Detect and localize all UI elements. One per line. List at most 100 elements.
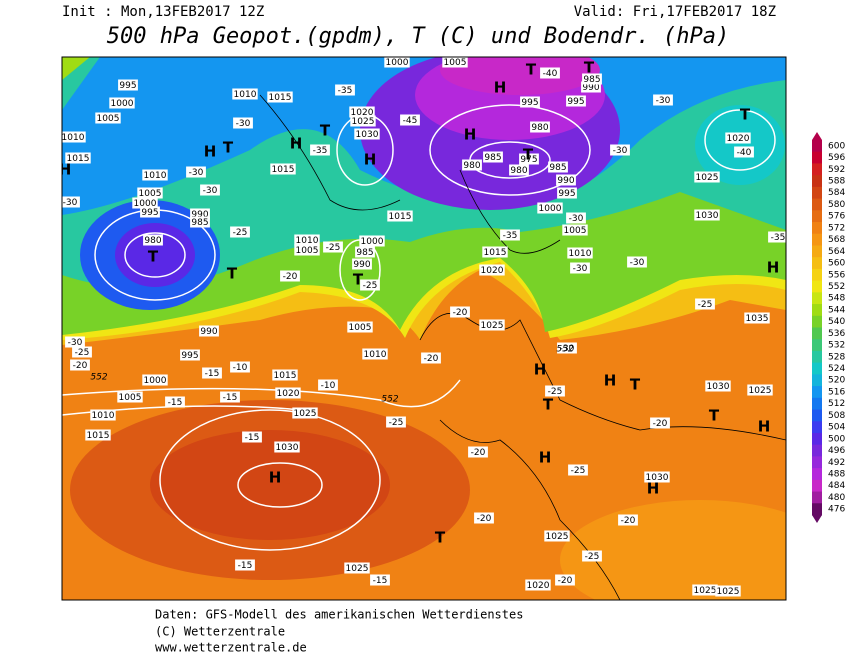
- isoline-label: -20: [621, 516, 636, 526]
- colorbar-swatch: [812, 198, 822, 211]
- pressure-center: H: [364, 151, 377, 169]
- isoline-label: -30: [573, 264, 588, 274]
- isoline-label: -30: [613, 146, 628, 156]
- label-box: [694, 171, 720, 183]
- isoline-label: -20: [471, 448, 486, 458]
- colorbar-swatch: [812, 350, 822, 364]
- pressure-center: T: [227, 265, 238, 283]
- label-box: [294, 234, 320, 246]
- colorbar-label: 580: [828, 200, 845, 210]
- label-box: [65, 336, 85, 348]
- colorbar-swatch: [812, 409, 822, 422]
- colorbar-swatch: [812, 456, 822, 469]
- colorbar-label: 496: [828, 446, 845, 456]
- label-box: [556, 174, 576, 186]
- isoline-label: -25: [389, 418, 404, 428]
- isoline-label: -25: [75, 348, 90, 358]
- label-box: [540, 67, 560, 79]
- label-box: [349, 106, 375, 118]
- isoline-label: 1010: [62, 133, 85, 143]
- isoline-label: -25: [585, 552, 600, 562]
- label-box: [442, 57, 468, 68]
- isoline-label: 1005: [119, 393, 142, 403]
- colorbar-label: 572: [828, 223, 845, 233]
- colorbar-swatch: [812, 222, 822, 235]
- label-box: [190, 208, 210, 220]
- colorbar-swatch: [812, 421, 822, 434]
- footer-source: Daten: GFS-Modell des amerikanischen Wet…: [155, 608, 523, 622]
- label-box: [692, 584, 718, 596]
- label-box: [267, 91, 293, 103]
- label-box: [582, 550, 602, 562]
- pressure-center: H: [269, 469, 282, 487]
- isoline-label: -20: [477, 514, 492, 524]
- label-box: [190, 216, 210, 228]
- pressure-center: T: [630, 376, 641, 394]
- isoline-label: 1015: [269, 93, 292, 103]
- isoline-label: 1025: [749, 386, 772, 396]
- label-box: [509, 164, 529, 176]
- label-box: [387, 210, 413, 222]
- label-box: [734, 146, 754, 158]
- label-box: [70, 359, 90, 371]
- colorbar-label: 548: [828, 294, 845, 304]
- pressure-center: T: [523, 146, 534, 164]
- isoline-label: -15: [238, 561, 253, 571]
- label-box: [117, 391, 143, 403]
- label-box: [65, 152, 91, 164]
- label-box: [347, 321, 373, 333]
- label-box: [500, 229, 520, 241]
- pressure-center: H: [290, 135, 303, 153]
- pressure-center: H: [464, 126, 477, 144]
- isoline-label: 985: [356, 248, 373, 258]
- label-box: [233, 117, 253, 129]
- contour-label: 552: [90, 373, 107, 383]
- isoline-label: 990: [200, 327, 217, 337]
- isoline-label: 980: [463, 161, 480, 171]
- label-box: [232, 88, 258, 100]
- label-box: [715, 585, 741, 597]
- colorbar-swatch: [812, 210, 822, 223]
- colorbar-swatch: [812, 432, 822, 446]
- isoline-label: 980: [510, 166, 527, 176]
- isoline-label: 985: [191, 218, 208, 228]
- label-box: [200, 184, 220, 196]
- isoline-label: -15: [245, 433, 260, 443]
- label-box: [132, 197, 158, 209]
- isoline-label: 995: [567, 97, 584, 107]
- label-box: [274, 441, 300, 453]
- isoline-label: 1025: [696, 173, 719, 183]
- isoline-label: 1020: [527, 581, 550, 591]
- isoline-label: 1000: [361, 237, 384, 247]
- colorbar-label: 584: [828, 188, 845, 198]
- label-box: [350, 115, 376, 127]
- colorbar-swatch: [812, 280, 822, 293]
- colorbar-swatch: [812, 444, 822, 457]
- label-box: [768, 231, 786, 243]
- colorbar-label: 520: [828, 376, 845, 386]
- label-box: [118, 79, 138, 91]
- colorbar-swatch: [812, 151, 822, 164]
- label-box: [202, 367, 222, 379]
- label-box: [557, 187, 577, 199]
- label-box: [694, 209, 720, 221]
- isoline-label: 1025: [294, 409, 317, 419]
- label-box: [537, 202, 563, 214]
- label-box: [272, 369, 298, 381]
- isoline-label: 1005: [349, 323, 372, 333]
- isoline-label: 985: [484, 153, 501, 163]
- label-box: [474, 512, 494, 524]
- label-box: [142, 374, 168, 386]
- isoline-label: -25: [698, 300, 713, 310]
- isoline-label: -25: [571, 466, 586, 476]
- label-box: [519, 153, 539, 165]
- colorbar-swatch: [812, 140, 822, 153]
- label-box: [705, 380, 731, 392]
- label-box: [557, 342, 577, 354]
- isoline-label: 1030: [696, 211, 719, 221]
- colorbar-label: 512: [828, 399, 845, 409]
- label-box: [220, 391, 240, 403]
- colorbar-swatch: [812, 233, 822, 246]
- isoline-label: 1005: [444, 58, 467, 68]
- label-box: [568, 464, 588, 476]
